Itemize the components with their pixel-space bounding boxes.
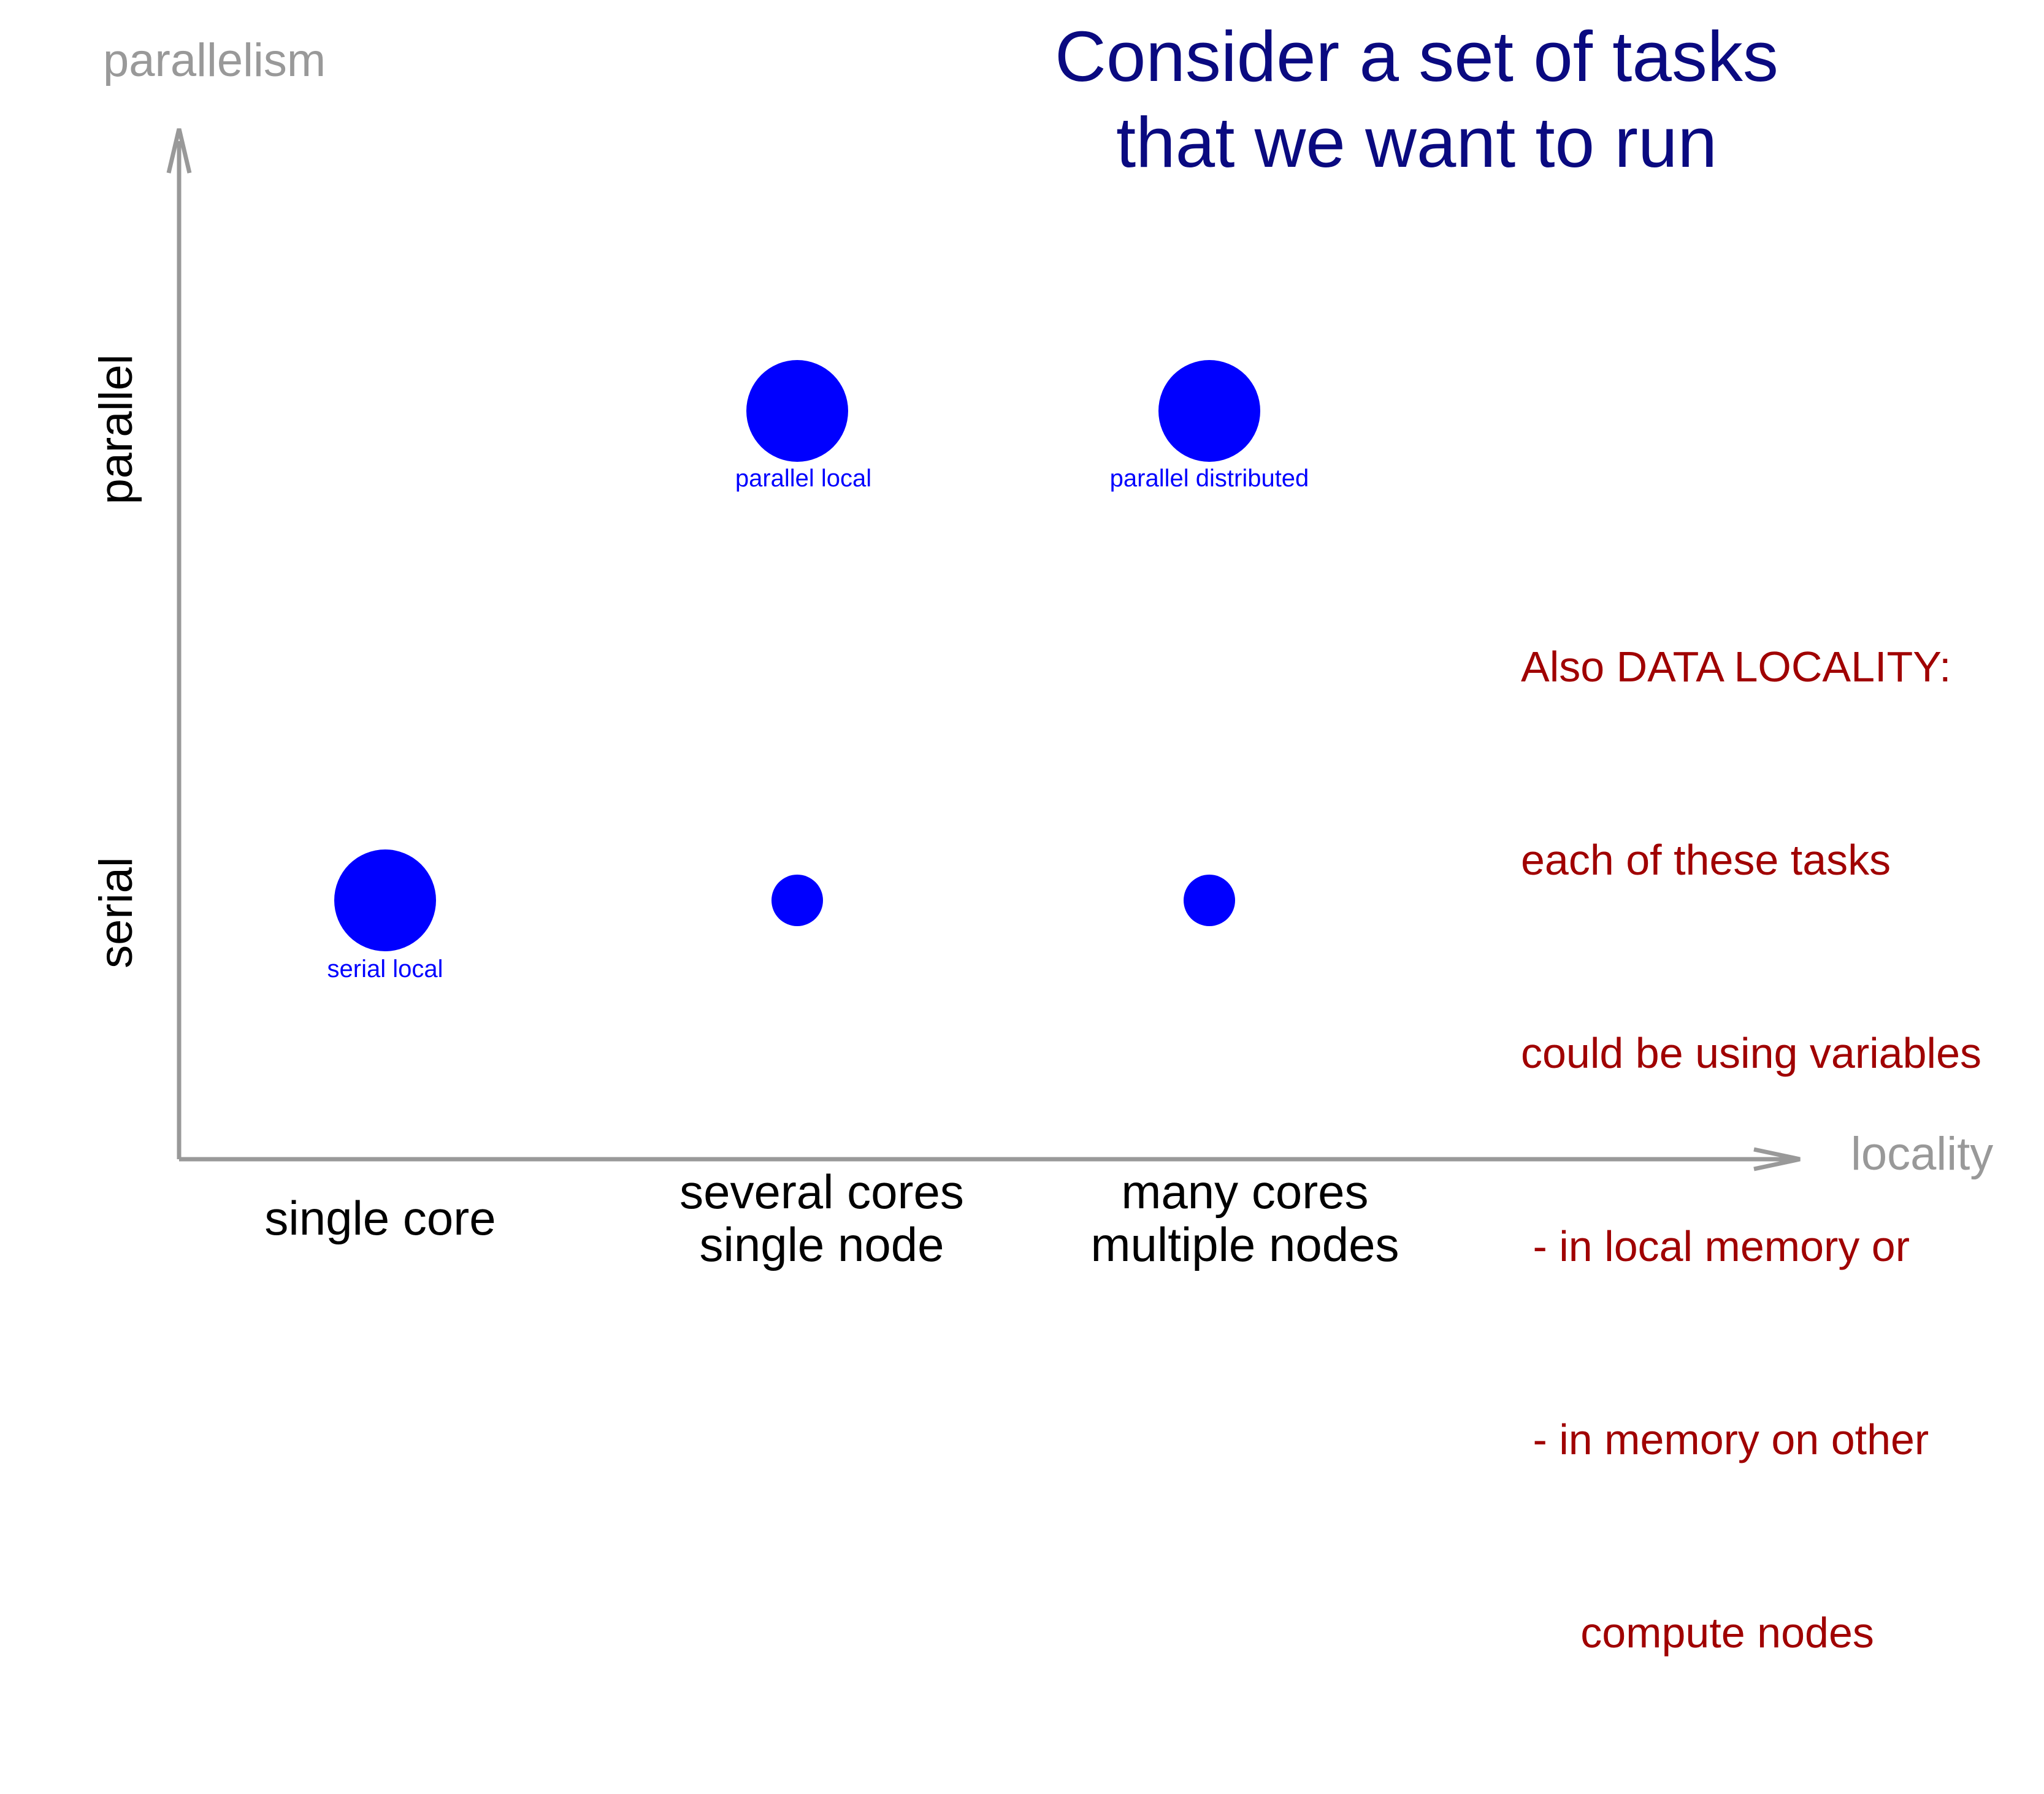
- note-line: each of these tasks: [1521, 836, 1891, 884]
- point-serial-local: [334, 849, 436, 951]
- note-line: Also DATA LOCALITY:: [1521, 643, 1951, 691]
- x-category-many-cores: many cores multiple nodes: [1030, 1165, 1460, 1271]
- y-category-serial: serial: [90, 857, 142, 968]
- point-serial-many-cores: [1184, 875, 1235, 926]
- x-category-line: many cores: [1121, 1165, 1369, 1219]
- x-category-line: several cores: [679, 1165, 964, 1219]
- diagram-canvas: Consider a set of tasks that we want to …: [90, 13, 1994, 1657]
- point-label-parallel-distributed: parallel distributed: [1109, 465, 1309, 492]
- note-line: compute nodes: [1521, 1609, 1874, 1657]
- data-locality-note: Also DATA LOCALITY: each of these tasks …: [1521, 506, 1981, 1794]
- y-axis-name: parallelism: [103, 34, 326, 86]
- title-line-2: that we want to run: [1116, 102, 1718, 182]
- point-serial-several-cores: [771, 875, 823, 926]
- x-category-line: single node: [699, 1217, 944, 1271]
- y-axis-arrowhead: [166, 128, 192, 174]
- note-line: could be using variables: [1521, 1029, 1982, 1077]
- title: Consider a set of tasks that we want to …: [969, 13, 1864, 185]
- x-category-line: multiple nodes: [1090, 1217, 1399, 1271]
- title-line-1: Consider a set of tasks: [1055, 17, 1778, 96]
- y-category-parallel: parallel: [90, 354, 142, 505]
- note-line: - in local memory or: [1521, 1222, 1910, 1270]
- axes-svg: [166, 128, 1801, 1171]
- point-label-parallel-local: parallel local: [735, 465, 872, 492]
- point-label-serial-local: serial local: [327, 956, 443, 983]
- note-line: - in memory on other: [1521, 1416, 1929, 1463]
- x-axis-name: locality: [1851, 1128, 1994, 1180]
- point-parallel-distributed: [1158, 360, 1260, 462]
- x-category-single-core: single core: [196, 1192, 564, 1244]
- x-axis-arrowhead: [1753, 1147, 1801, 1171]
- point-parallel-local: [746, 360, 848, 462]
- x-category-several-cores: several cores single node: [613, 1165, 1030, 1271]
- x-category-line: single core: [264, 1191, 496, 1245]
